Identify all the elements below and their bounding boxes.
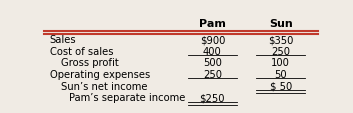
Text: Sun: Sun — [269, 19, 293, 29]
Text: $350: $350 — [268, 35, 293, 45]
Text: $900: $900 — [200, 35, 225, 45]
Text: 400: 400 — [203, 46, 222, 56]
Text: Sun’s net income: Sun’s net income — [61, 81, 147, 91]
Text: Operating expenses: Operating expenses — [49, 69, 150, 79]
Text: 250: 250 — [271, 46, 290, 56]
Text: $ 50: $ 50 — [270, 81, 292, 91]
Text: Pam’s separate income: Pam’s separate income — [69, 93, 185, 102]
Text: Sales: Sales — [49, 35, 76, 45]
Text: Cost of sales: Cost of sales — [49, 46, 113, 56]
Text: 250: 250 — [203, 69, 222, 79]
Text: 50: 50 — [274, 69, 287, 79]
Text: $250: $250 — [200, 93, 225, 102]
Text: Pam: Pam — [199, 19, 226, 29]
Text: 500: 500 — [203, 58, 222, 68]
Text: Gross profit: Gross profit — [61, 58, 118, 68]
Text: 100: 100 — [271, 58, 290, 68]
